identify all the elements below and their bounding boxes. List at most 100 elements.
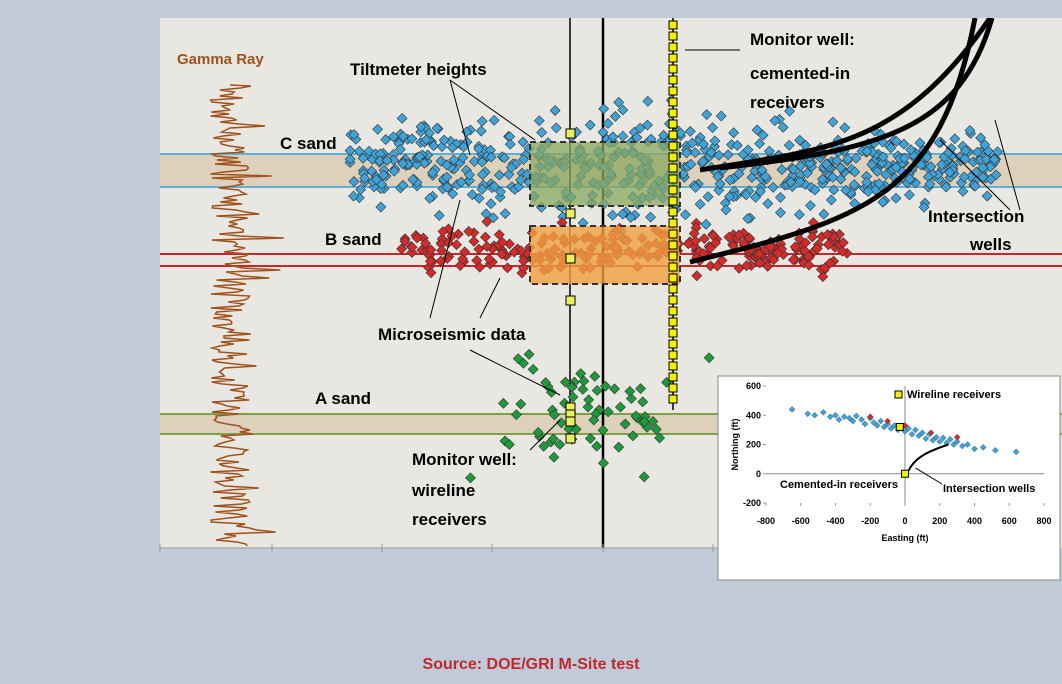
annotation: Intersection wells <box>943 483 1035 495</box>
microseismic-event <box>473 143 485 155</box>
microseismic-event <box>698 138 709 150</box>
microseismic-event <box>818 208 830 220</box>
microseismic-event <box>820 158 832 170</box>
event-point <box>849 417 857 425</box>
microseismic-event <box>775 191 786 203</box>
microseismic-event <box>363 145 375 157</box>
microseismic-event <box>714 178 726 190</box>
microseismic-label: Microseismic data <box>378 325 526 344</box>
receiver <box>668 394 678 404</box>
microseismic-event <box>481 241 493 252</box>
receiver <box>668 97 678 107</box>
microseismic-event <box>344 153 356 165</box>
microseismic-event <box>839 122 851 134</box>
receiver <box>668 262 678 272</box>
event-point <box>884 417 891 425</box>
microseismic-event <box>476 183 488 195</box>
x-tick-label: 200 <box>932 516 947 526</box>
microseismic-event <box>468 235 480 247</box>
microseismic-event <box>757 129 769 141</box>
microseismic-event <box>475 125 487 137</box>
microseismic-event <box>890 192 902 204</box>
microseismic-event <box>969 180 981 192</box>
microseismic-event <box>436 245 448 256</box>
receiver <box>565 208 576 219</box>
microseismic-event <box>577 383 589 395</box>
event-point <box>873 422 881 429</box>
microseismic-event <box>784 105 795 117</box>
receiver <box>668 218 678 228</box>
receiver <box>668 383 678 393</box>
microseismic-event <box>742 213 754 225</box>
microseismic-event <box>720 204 732 216</box>
microseismic-event <box>348 190 359 202</box>
microseismic-event <box>473 243 485 255</box>
event-point <box>908 430 916 438</box>
x-tick-label: 600 <box>1002 516 1017 526</box>
microseismic-event <box>496 248 508 260</box>
cemented-label: cemented-in <box>750 64 850 83</box>
microseismic-event <box>943 147 954 159</box>
event-point <box>861 420 869 428</box>
microseismic-event <box>707 122 718 134</box>
microseismic-event <box>731 139 743 151</box>
microseismic-event <box>353 145 365 157</box>
microseismic-event <box>607 209 619 221</box>
microseismic-event <box>624 385 636 397</box>
microseismic-event <box>713 184 725 196</box>
microseismic-event <box>977 162 989 174</box>
event-point <box>820 409 827 416</box>
x-tick-label: 400 <box>967 516 982 526</box>
x-tick-label: -800 <box>757 516 775 526</box>
receiver <box>668 20 678 30</box>
microseismic-event <box>783 139 795 151</box>
microseismic-event <box>733 168 745 180</box>
x-tick-label: 0 <box>902 516 907 526</box>
event-point <box>1012 448 1020 456</box>
microseismic-event <box>709 135 721 147</box>
microseismic-event <box>840 184 852 196</box>
receiver <box>565 295 576 306</box>
receiver <box>668 152 678 162</box>
microseismic-event <box>809 184 821 196</box>
microseismic-event <box>822 239 834 251</box>
microseismic-event <box>698 233 710 245</box>
microseismic-event <box>481 216 493 228</box>
receiver <box>668 31 678 41</box>
microseismic-event <box>560 376 571 388</box>
microseismic-event <box>485 198 497 210</box>
microseismic-event <box>415 121 427 133</box>
microseismic-event <box>511 409 522 421</box>
microseismic-event <box>508 246 520 258</box>
microseismic-event <box>431 122 443 134</box>
receiver <box>668 229 678 239</box>
microseismic-event <box>988 153 1000 165</box>
microseismic-event <box>722 149 734 161</box>
microseismic-event <box>598 103 610 115</box>
microseismic-event <box>597 126 609 138</box>
microseismic-event <box>800 237 811 249</box>
annotation: Cemented-in receivers <box>780 479 898 491</box>
microseismic-event <box>827 171 839 183</box>
microseismic-event <box>750 191 761 203</box>
microseismic-event <box>642 119 653 131</box>
intersection-well <box>719 18 995 171</box>
microseismic-event <box>828 184 840 196</box>
microseismic-event <box>427 167 438 179</box>
microseismic-event <box>548 451 560 463</box>
microseismic-event <box>957 185 969 197</box>
microseismic-event <box>805 200 816 211</box>
receiver <box>668 196 678 206</box>
microseismic-event <box>764 241 776 253</box>
microseismic-event <box>871 166 883 177</box>
microseismic-event <box>532 427 544 438</box>
microseismic-event <box>476 156 488 168</box>
microseismic-event <box>602 406 614 418</box>
microseismic-event <box>570 423 582 435</box>
microseismic-event <box>617 208 629 220</box>
microseismic-event <box>493 229 505 241</box>
microseismic-event <box>767 181 779 193</box>
arrows <box>429 49 1021 451</box>
microseismic-event <box>728 127 740 139</box>
receiver <box>668 130 678 140</box>
